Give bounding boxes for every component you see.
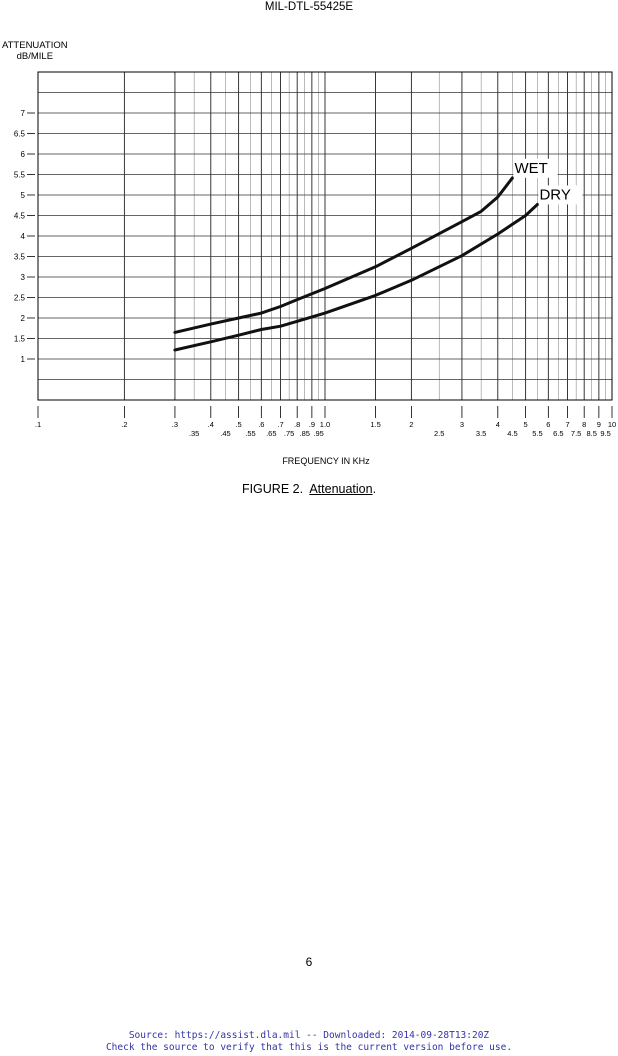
x-tick-label: .9 [309,420,315,429]
x-tick-label-minor: 2.5 [434,429,444,438]
x-tick-label: 1.5 [370,420,380,429]
source-footer: Source: https://assist.dla.mil -- Downlo… [0,1030,618,1054]
figure-caption: FIGURE 2. Attenuation. [0,482,618,496]
x-tick-label: 3 [460,420,464,429]
caption-title: Attenuation [309,482,373,496]
x-tick-label: .6 [258,420,264,429]
x-tick-label-minor: .65 [266,429,276,438]
x-tick-label: 4 [496,420,500,429]
x-tick-label-minor: 8.5 [587,429,597,438]
y-tick-label: 1 [21,355,26,364]
x-axis-title: FREQUENCY IN KHz [282,456,370,466]
y-tick-label: 7 [21,109,26,118]
y-tick-label: 1.5 [14,335,26,344]
x-tick-label: 5 [524,420,528,429]
x-tick-label-minor: .75 [284,429,294,438]
caption-suffix: . [372,482,377,496]
x-tick-label: 8 [582,420,586,429]
x-tick-label: .5 [235,420,241,429]
x-tick-label: 7 [565,420,569,429]
x-tick-label-minor: .35 [189,429,199,438]
y-tick-label: 5 [21,191,26,200]
series-label-bg [513,158,558,178]
series-line-wet [173,176,514,334]
grid-layer [37,71,613,401]
x-tick-label-minor: 4.5 [507,429,517,438]
x-tick-label-minor: 9.5 [600,429,610,438]
y-tick-label: 2.5 [14,294,26,303]
x-tick-label: .8 [294,420,300,429]
document-header: MIL-DTL-55425E [264,1,354,13]
attenuation-chart: 11.522.533.544.555.566.57 .1.2.3.4.5.6.7… [14,71,616,466]
x-tick-label-minor: .45 [220,429,230,438]
y-tick-label: 5.5 [14,171,26,180]
y-axis-title-line1: ATTENUATION [2,40,68,51]
x-tick-label: 9 [597,420,601,429]
y-tick-label: 4 [21,232,26,241]
y-tick-label: 3.5 [14,253,26,262]
series-label-bg [538,185,583,205]
x-tick-label-minor: 3.5 [476,429,486,438]
y-tick-label: 4.5 [14,212,26,221]
caption-prefix: FIGURE 2. [241,482,304,496]
x-ticks: .1 .2 .3 .4 .5 .6 .7 .8 .9 1.0 1.5 2 3 4 5 6 7 8 9 10 .35 .45… [35,406,616,438]
y-tick-label: 6 [21,150,26,159]
y-tick-label: 6.5 [14,130,26,139]
x-tick-label: .4 [208,420,214,429]
x-tick-label: .2 [121,420,127,429]
footer-line-1: Source: https://assist.dla.mil -- Downlo… [128,1030,490,1041]
y-ticks: 1 1.5 2 2.5 3 3.5 4 4.5 5 5.5 6 6.5 7 [14,109,35,364]
plot-frame [37,71,613,401]
x-tick-label: 10 [608,420,616,429]
footer-line-2: Check the source to verify that this is … [105,1042,513,1053]
y-axis-title-line2: dB/MILE [16,51,54,62]
series-layer: WET DRY [173,158,583,352]
x-tick-label: 6 [546,420,550,429]
x-tick-label-minor: .95 [313,429,323,438]
y-tick-label: 3 [21,273,26,282]
x-tick-label: .1 [35,420,41,429]
x-tick-label: .3 [172,420,178,429]
page-number: 6 [305,955,313,969]
x-tick-label-minor: 7.5 [571,429,581,438]
x-tick-label: 1.0 [320,420,330,429]
series-label-dry: DRY [539,186,570,203]
x-tick-label-minor: 6.5 [553,429,563,438]
series-label-wet: WET [514,160,547,177]
y-tick-label: 2 [21,314,26,323]
x-tick-label-minor: 5.5 [532,429,542,438]
series-line-dry [173,202,539,352]
x-tick-label: .7 [277,420,283,429]
x-tick-label-minor: .55 [245,429,255,438]
x-tick-label: 2 [409,420,413,429]
x-tick-label-minor: .85 [300,429,310,438]
y-axis-title: ATTENUATION dB/MILE [2,40,68,62]
